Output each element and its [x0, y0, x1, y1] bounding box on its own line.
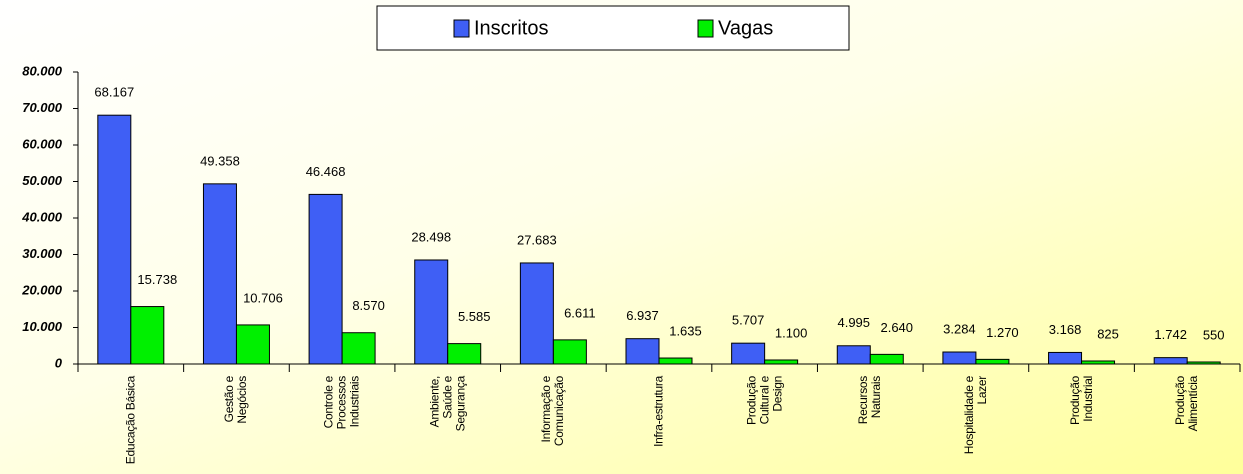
x-tick-label: Produção Alimentícia [1173, 376, 1201, 432]
legend-swatch [697, 19, 714, 38]
bar [764, 359, 799, 365]
value-label: 2.640 [880, 320, 913, 335]
x-tick-label: Infra-estrutura [651, 376, 666, 447]
value-label: 5.585 [458, 309, 491, 324]
legend-label: Inscritos [474, 17, 548, 39]
value-label: 10.706 [243, 290, 283, 305]
y-tick-label: 20.000 [21, 282, 63, 297]
x-tick-label: Produção Industrial [1067, 376, 1095, 425]
bar [1048, 351, 1083, 365]
y-tick-label: 40.000 [21, 209, 63, 224]
bar [658, 357, 693, 365]
bar [447, 343, 482, 365]
value-label: 49.358 [200, 153, 240, 168]
value-label: 6.611 [564, 305, 596, 320]
bar [1186, 361, 1221, 365]
value-label: 46.468 [306, 164, 346, 179]
y-tick-label: 0 [55, 355, 63, 370]
value-label: 4.995 [837, 315, 870, 330]
y-tick-label: 60.000 [22, 136, 63, 151]
value-label: 5.707 [732, 313, 765, 328]
x-tick-label: Gestão e Negócios [222, 376, 250, 424]
x-tick-label: Informação e Comunicação [539, 376, 567, 447]
value-label: 6.937 [626, 308, 659, 323]
value-label: 550 [1203, 327, 1225, 342]
x-tick-label: Controle e Processos Industriais [321, 376, 362, 430]
bar [308, 193, 343, 365]
bar [202, 183, 237, 365]
bar [130, 306, 165, 365]
x-tick-label: Recursos Naturais [856, 376, 884, 425]
y-tick-label: 70.000 [22, 100, 63, 115]
value-label: 3.168 [1049, 322, 1082, 337]
y-tick-label: 80.000 [22, 63, 63, 78]
bar [869, 353, 904, 365]
legend-box [376, 5, 850, 51]
value-label: 825 [1097, 326, 1119, 341]
bar [731, 342, 766, 365]
bar [519, 262, 554, 365]
x-tick-label: Ambiente, Saúde e Segurança [427, 376, 468, 432]
value-label: 28.498 [411, 229, 451, 244]
legend-label: Vagas [718, 17, 773, 39]
bar [97, 114, 132, 365]
value-label: 68.167 [94, 85, 134, 100]
bar [235, 324, 270, 365]
bar [552, 339, 587, 365]
value-label: 1.100 [775, 325, 808, 340]
x-tick-label: Hospitalidade e Lazer [961, 376, 989, 455]
value-label: 27.683 [517, 232, 557, 247]
x-tick-label: Educação Básica [123, 376, 138, 465]
legend-swatch [453, 19, 470, 38]
bar [1153, 357, 1188, 365]
bar [1081, 360, 1116, 365]
value-label: 1.635 [669, 323, 702, 338]
bar [942, 351, 977, 365]
y-tick-label: 10.000 [22, 319, 63, 334]
y-tick-label: 50.000 [22, 173, 63, 188]
bar [836, 345, 871, 365]
x-tick-label: Produção Cultural e Design [744, 376, 785, 425]
value-label: 8.570 [352, 298, 385, 313]
bar [975, 358, 1010, 365]
value-label: 3.284 [943, 321, 976, 336]
y-tick-label: 30.000 [22, 246, 63, 261]
bar [341, 332, 376, 365]
value-label: 1.742 [1154, 327, 1187, 342]
value-label: 1.270 [986, 325, 1019, 340]
bar [414, 259, 449, 365]
value-label: 15.738 [137, 272, 177, 287]
bar [625, 338, 660, 365]
